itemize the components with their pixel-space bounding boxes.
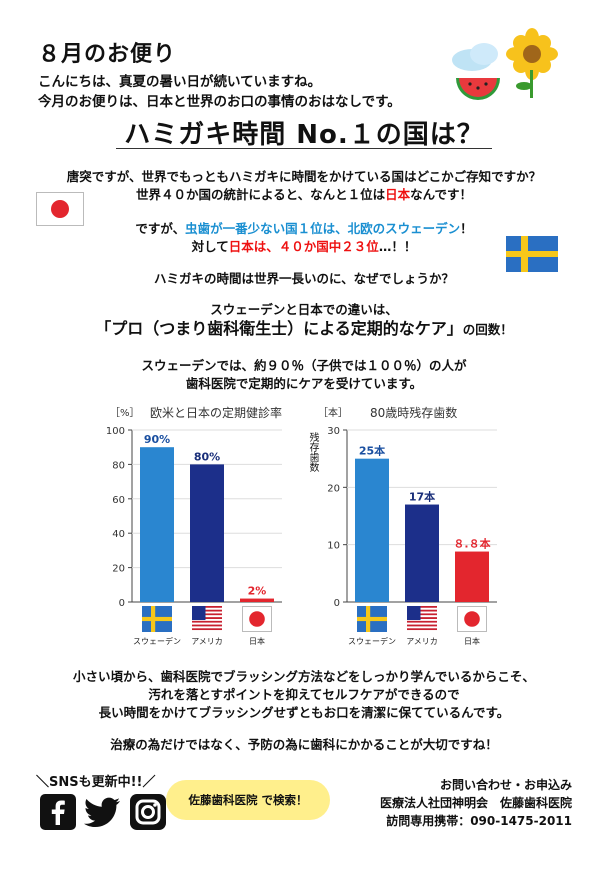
bar-value-label: 90% xyxy=(144,433,170,446)
bar xyxy=(355,458,389,602)
y-tick-label: 20 xyxy=(327,483,340,494)
headline: ハミガキ時間 No.１の国は？ xyxy=(124,120,484,150)
closing-line-3: 長い時間をかけてブラッシングせずともお口を清潔に保てているんです。 xyxy=(98,705,510,720)
contact-heading: お問い合わせ・お申込み xyxy=(439,778,572,792)
intro-line-8: スウェーデンでは、約９０％（子供では１００％）の人が xyxy=(141,358,467,373)
search-bubble: 佐藤歯科医院 で検索！ xyxy=(166,780,330,820)
watermelon-icon xyxy=(456,78,500,100)
category-label: スウェーデン xyxy=(348,636,396,646)
bar-value-label: 2% xyxy=(248,585,267,598)
bar xyxy=(190,464,224,602)
intro-line-7: 「プロ（つまり歯科衛生士）による定期的なケア」の回数！ xyxy=(95,319,513,338)
month-title: ８月のお便り xyxy=(38,42,177,67)
sns-heading: ＼SNSも更新中!!／ xyxy=(36,775,156,790)
closing-line-2: 汚れを落とすポイントを抑えてセルフケアができるので xyxy=(148,687,460,702)
closing-line-4: 治療の為だけではなく、予防の為に歯科にかかることが大切ですね！ xyxy=(110,737,498,752)
category-label: アメリカ xyxy=(406,637,438,646)
category-label: 日本 xyxy=(249,636,265,646)
summer-illustration xyxy=(452,28,558,100)
y-tick-label: 80 xyxy=(112,460,125,471)
intro-line-4: 対して日本は、４０か国中２３位…！！ xyxy=(191,239,417,254)
chart1-unit: ［%］ xyxy=(110,408,140,419)
facebook-icon[interactable] xyxy=(40,794,76,830)
category-label: スウェーデン xyxy=(133,636,181,646)
y-tick-label: 30 xyxy=(327,426,340,437)
instagram-icon[interactable] xyxy=(130,794,166,830)
sweden-flag-decoration xyxy=(506,236,558,272)
japan-flag-icon xyxy=(457,606,487,632)
bar xyxy=(140,447,174,602)
intro-line-2: 世界４０か国の統計によると、なんと１位は日本なんです！ xyxy=(135,187,473,202)
y-tick-label: 10 xyxy=(327,541,340,552)
usa-flag-icon xyxy=(192,606,222,632)
usa-flag-icon xyxy=(407,606,437,632)
greeting-line-1: こんにちは、真夏の暑い日が続いていますね。 xyxy=(38,74,322,90)
bar xyxy=(240,598,274,602)
sns-icons xyxy=(40,794,166,830)
japan-flag-decoration xyxy=(36,192,84,226)
chart2-ylabel: 残存歯数 xyxy=(307,432,318,472)
bar-value-label: 80% xyxy=(194,450,220,463)
bar xyxy=(405,504,439,602)
contact-phone: 訪問専用携帯：090-1475-2011 xyxy=(386,814,572,828)
intro-line-6: スウェーデンと日本での違いは、 xyxy=(210,302,398,317)
bar-value-label: ８.８本 xyxy=(453,537,490,551)
chart1-title: 欧米と日本の定期健診率 xyxy=(150,406,283,420)
sweden-flag-icon xyxy=(357,606,387,632)
bar-value-label: 17本 xyxy=(409,490,435,504)
y-tick-label: 100 xyxy=(106,426,125,437)
category-label: アメリカ xyxy=(191,637,223,646)
cloud-icon xyxy=(452,43,498,71)
closing-line-1: 小さい頃から、歯科医院でブラッシング方法などをしっかり学んでいるからこそ、 xyxy=(73,669,535,684)
intro-line-5: ハミガキの時間は世界一長いのに、なぜでしょうか？ xyxy=(153,271,454,286)
sunflower-icon xyxy=(506,28,558,98)
bar-value-label: 25本 xyxy=(359,444,385,458)
y-tick-label: 0 xyxy=(334,598,340,609)
intro-line-3: ですが、虫歯が一番少ない国１位は、北欧のスウェーデン！ xyxy=(135,221,473,236)
sweden-flag-icon xyxy=(142,606,172,632)
category-label: 日本 xyxy=(464,636,480,646)
chart2-title: 80歳時残存歯数 xyxy=(370,406,458,420)
greeting-line-2: 今月のお便りは、日本と世界のお口の事情のおはなしです。 xyxy=(38,94,401,110)
chart2-unit: ［本］ xyxy=(318,408,348,419)
intro-line-9: 歯科医院で定期的にケアを受けています。 xyxy=(185,376,423,391)
y-tick-label: 40 xyxy=(112,529,125,540)
twitter-icon[interactable] xyxy=(84,794,122,830)
y-tick-label: 60 xyxy=(112,495,125,506)
headline-underline xyxy=(116,148,492,149)
y-tick-label: 20 xyxy=(112,564,125,575)
japan-flag-icon xyxy=(242,606,272,632)
chart-checkup-rate: 0 20 40 60 80 100 90% スウェーデン 80% アメリカ 2% 日本 xyxy=(106,426,282,646)
bar xyxy=(455,551,489,602)
search-text: 佐藤歯科医院 で検索！ xyxy=(188,793,308,807)
intro-line-1: 唐突ですが、世界でもっともハミガキに時間をかけている国はどこかご存知ですか？ xyxy=(66,169,542,184)
y-tick-label: 0 xyxy=(119,598,125,609)
clinic-name: 医療法人社団神明会 佐藤歯科医院 xyxy=(379,796,572,810)
